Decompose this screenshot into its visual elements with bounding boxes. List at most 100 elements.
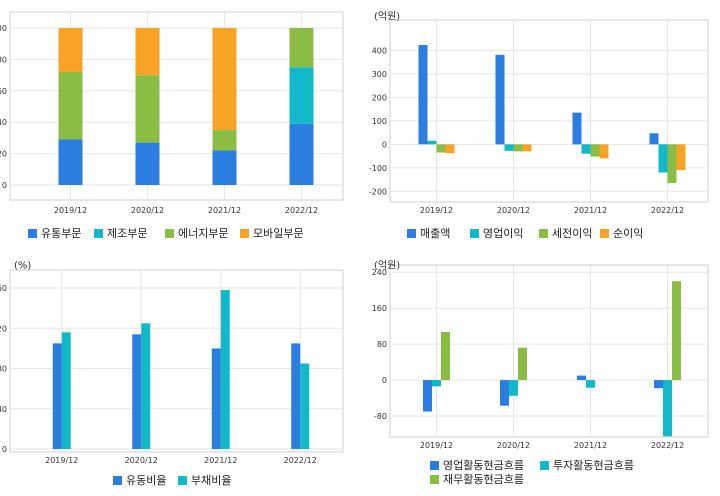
y-tick-label: 200 — [372, 93, 387, 102]
y-tick-label: 80 — [377, 340, 387, 349]
x-tick-label: 2019/12 — [420, 206, 453, 215]
bar — [577, 375, 586, 381]
legend-label: 매출액 — [420, 227, 450, 240]
bar-segment — [58, 28, 83, 72]
bar-segment — [289, 123, 314, 185]
legend-swatch — [430, 475, 439, 484]
bar — [436, 144, 446, 153]
y-tick-label: 20 — [0, 150, 7, 159]
bar — [581, 144, 591, 154]
legend-label: 모바일부문 — [253, 226, 304, 240]
bar — [291, 343, 301, 449]
bar — [658, 144, 668, 173]
bar — [423, 380, 432, 412]
bar-segment — [212, 150, 237, 185]
bar — [132, 334, 142, 449]
legend-swatch — [94, 229, 103, 238]
bar — [52, 343, 62, 449]
legend-swatch — [407, 229, 416, 238]
legend-swatch — [430, 461, 439, 470]
bar — [572, 112, 582, 145]
bar-segment — [212, 130, 237, 151]
y-tick-label: 0 — [382, 140, 387, 149]
y-tick-label: -200 — [369, 187, 387, 196]
legend-label: 부채비율 — [191, 474, 231, 487]
legend-label: 유동비율 — [126, 474, 166, 487]
y-tick-label: 100 — [372, 117, 387, 126]
bar — [432, 380, 441, 387]
bar-segment — [58, 139, 83, 185]
y-tick-label: 80 — [0, 55, 7, 64]
x-tick-label: 2020/12 — [131, 206, 164, 215]
bar — [509, 380, 518, 396]
y-tick-label: 0 — [382, 376, 387, 385]
bar-segment — [289, 28, 314, 68]
y-tick-label: 120 — [0, 324, 7, 333]
x-tick-label: 2019/12 — [420, 441, 453, 450]
bar — [667, 144, 677, 184]
legend-swatch — [600, 229, 609, 238]
bar — [441, 332, 450, 381]
bar — [141, 323, 151, 449]
bar — [500, 380, 509, 406]
y-tick-label: 100 — [0, 24, 7, 33]
bar-segment — [135, 75, 160, 143]
x-tick-label: 2022/12 — [651, 441, 684, 450]
bar — [518, 347, 527, 381]
y-tick-label: 400 — [372, 46, 387, 55]
legend-label: 에너지부문 — [178, 227, 229, 240]
x-tick-label: 2020/12 — [497, 441, 530, 450]
bar — [300, 363, 310, 449]
x-tick-label: 2021/12 — [574, 441, 607, 450]
unit-label: (억원) — [374, 10, 400, 22]
x-tick-label: 2021/12 — [204, 456, 237, 465]
bar — [418, 44, 428, 145]
x-tick-label: 2021/12 — [574, 206, 607, 215]
y-tick-label: 40 — [0, 118, 7, 127]
unit-label: (%) — [14, 260, 31, 271]
legend-swatch — [113, 476, 122, 485]
bar-segment — [212, 28, 237, 131]
y-tick-label: 60 — [0, 87, 7, 96]
legend-label: 제조부문 — [107, 227, 147, 240]
bar-segment — [58, 71, 83, 140]
chart-1: 0 20 40 60 80 100 2019/12 2020/12 2021/12 2022/12… — [0, 11, 344, 240]
legend-label: 재무활동현금흐름 — [443, 472, 524, 486]
x-tick-label: 2019/12 — [54, 206, 87, 215]
legend-label: 영업활동현금흐름 — [443, 458, 524, 472]
bar — [522, 144, 532, 152]
bar — [599, 144, 609, 159]
bar — [61, 332, 71, 449]
y-tick-label: 0 — [2, 445, 7, 454]
bar-segment — [135, 142, 160, 185]
legend-swatch — [539, 229, 548, 238]
y-tick-label: 40 — [0, 405, 7, 414]
y-tick-label: 240 — [372, 268, 387, 277]
legend-swatch — [540, 461, 549, 470]
legend-swatch — [28, 229, 37, 238]
x-tick-label: 2021/12 — [208, 206, 241, 215]
bar — [445, 144, 455, 154]
x-tick-label: 2019/12 — [45, 456, 78, 465]
y-tick-label: -80 — [374, 412, 387, 421]
bar — [220, 290, 230, 449]
x-tick-label: 2020/12 — [125, 456, 158, 465]
legend-swatch — [178, 476, 187, 485]
bar-segment — [135, 28, 160, 76]
bar — [672, 281, 681, 381]
y-tick-label: 160 — [372, 304, 387, 313]
bar — [427, 140, 437, 145]
x-tick-label: 2020/12 — [497, 206, 530, 215]
bar — [211, 348, 221, 449]
legend-swatch — [165, 229, 174, 238]
legend-swatch — [470, 229, 479, 238]
bar — [504, 144, 514, 151]
bar-segment — [289, 67, 314, 124]
x-tick-label: 2022/12 — [651, 206, 684, 215]
bar — [586, 380, 595, 388]
chart-3: 0 40 80 120 160 2019/12 2020/12 2021/12 2022/12 (… — [0, 260, 344, 487]
bar — [676, 144, 686, 171]
bar — [495, 54, 505, 145]
legend-label: 영업이익 — [483, 227, 523, 240]
